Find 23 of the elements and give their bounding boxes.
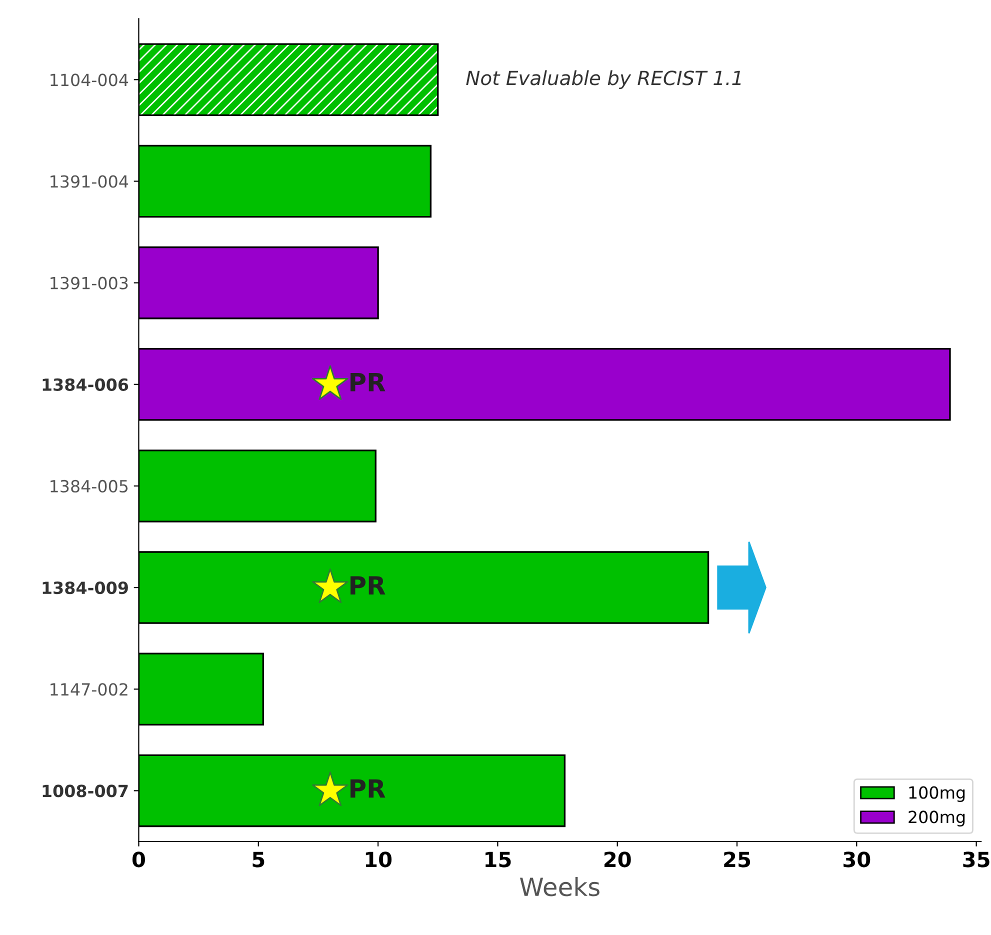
y-tick-label: 1391-004 (50, 175, 128, 188)
legend-label: 100mg (909, 786, 965, 802)
y-tick-label: 1384-009 (42, 582, 128, 594)
y-tick-label: 1384-006 (42, 378, 128, 391)
x-tick-label: 15 (486, 852, 511, 868)
y-tick-label: 1147-002 (50, 683, 128, 696)
y-tick-label: 1104-004 (50, 74, 128, 86)
data-label: PR (350, 373, 386, 392)
annotation: Not Evaluable by RECIST 1.1 (466, 70, 741, 90)
x-tick-label: 35 (963, 852, 990, 868)
y-tick-label: 1008-007 (42, 784, 128, 798)
x-tick-label: 25 (724, 852, 750, 868)
legend-label: 200mg (908, 810, 965, 826)
x-axis-title: Weeks (520, 876, 600, 896)
y-tick-label: 1384-005 (50, 480, 128, 493)
x-tick-label: 0 (132, 852, 145, 868)
x-tick-label: 30 (844, 852, 870, 868)
y-tick-label: 1391-003 (50, 276, 128, 290)
x-tick-label: 5 (252, 852, 264, 868)
x-tick-label: 10 (366, 852, 392, 868)
x-tick-label: 20 (604, 852, 631, 868)
data-label: PR (350, 576, 386, 594)
data-label: PR (350, 779, 386, 798)
